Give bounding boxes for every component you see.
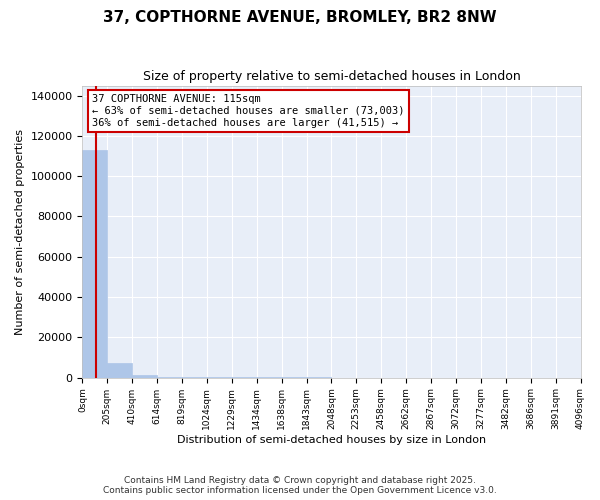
Bar [182, 377, 207, 378]
Bar [157, 376, 182, 378]
Text: Contains HM Land Registry data © Crown copyright and database right 2025.
Contai: Contains HM Land Registry data © Crown c… [103, 476, 497, 495]
X-axis label: Distribution of semi-detached houses by size in London: Distribution of semi-detached houses by … [177, 435, 486, 445]
Bar [107, 364, 132, 378]
Title: Size of property relative to semi-detached houses in London: Size of property relative to semi-detach… [143, 70, 520, 83]
Bar [82, 150, 107, 378]
Text: 37 COPTHORNE AVENUE: 115sqm
← 63% of semi-detached houses are smaller (73,003)
3: 37 COPTHORNE AVENUE: 115sqm ← 63% of sem… [92, 94, 405, 128]
Text: 37, COPTHORNE AVENUE, BROMLEY, BR2 8NW: 37, COPTHORNE AVENUE, BROMLEY, BR2 8NW [103, 10, 497, 25]
Y-axis label: Number of semi-detached properties: Number of semi-detached properties [15, 128, 25, 334]
Bar [132, 375, 157, 378]
